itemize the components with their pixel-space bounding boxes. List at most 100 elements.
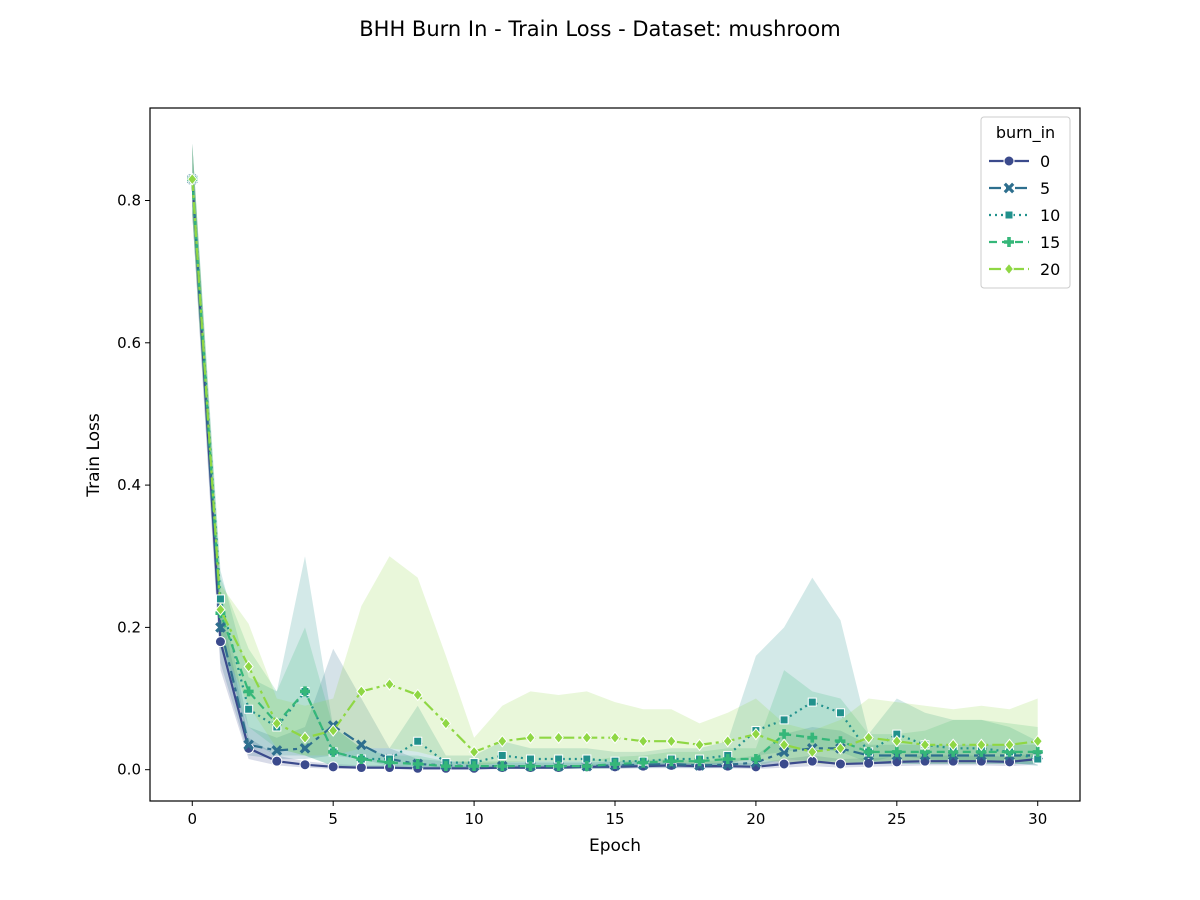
- point-series-15-x25: [891, 746, 902, 757]
- point-series-10-x22: [807, 697, 817, 707]
- point-series-20-x29: [1004, 738, 1015, 752]
- point-series-20-x0: [187, 172, 198, 186]
- y-axis-label: Train Loss: [84, 413, 104, 498]
- point-series-20-x6: [356, 685, 367, 698]
- legend-label-series-10: 10: [1040, 206, 1060, 225]
- confidence-bands: [192, 143, 1038, 770]
- point-series-0-x23: [834, 758, 846, 770]
- legend: burn_in 0 5 10 15 20: [980, 116, 1071, 289]
- point-series-20-x15: [609, 731, 621, 744]
- point-series-0-x1: [214, 636, 226, 648]
- point-series-20-x23: [835, 742, 846, 755]
- point-series-15-x17: [666, 756, 677, 767]
- point-series-10-x8: [413, 736, 423, 746]
- legend-marker-series-15: [1004, 237, 1014, 247]
- point-series-5-x21: [778, 746, 790, 758]
- legend-marker-series-0: [1003, 155, 1015, 167]
- legend-box: [980, 116, 1071, 289]
- x-tick-label: 20: [746, 810, 765, 828]
- x-axis-label: Epoch: [589, 836, 641, 856]
- point-series-20-x22: [807, 745, 818, 759]
- point-series-15-x2: [243, 686, 254, 697]
- legend-marker-series-10: [1004, 210, 1014, 220]
- y-tick-label: 0.2: [117, 618, 141, 636]
- point-series-10-x11: [497, 750, 507, 760]
- point-series-20-x14: [581, 731, 592, 744]
- point-series-15-x21: [779, 729, 790, 740]
- point-series-10-x23: [835, 708, 845, 718]
- point-series-15-x19: [722, 754, 733, 765]
- point-series-20-x1: [215, 603, 226, 616]
- point-series-20-x3: [271, 717, 282, 730]
- point-series-20-x20: [750, 727, 762, 741]
- y-axis: 0.0 0.2 0.4 0.6 0.8: [117, 191, 150, 779]
- point-series-20-x21: [778, 738, 790, 752]
- chart-title: BHH Burn In - Train Loss - Dataset: mush…: [359, 17, 840, 41]
- x-tick-label: 25: [887, 810, 906, 828]
- point-series-15-x15: [610, 759, 620, 770]
- band-series-10: [192, 143, 1038, 768]
- point-series-15-x9: [440, 761, 451, 772]
- x-tick-label: 5: [328, 810, 338, 828]
- point-series-0-x5: [327, 761, 339, 773]
- point-series-20-x12: [525, 731, 536, 744]
- point-series-20-x4: [299, 731, 311, 744]
- point-series-20-x19: [722, 734, 733, 748]
- point-series-15-x20: [750, 754, 761, 765]
- point-series-5-x3: [271, 745, 283, 756]
- point-series-20-x30: [1032, 734, 1043, 748]
- x-tick-label: 10: [465, 810, 484, 828]
- point-series-15-x30: [1032, 746, 1043, 757]
- legend-marker-series-5: [1003, 182, 1015, 194]
- point-series-20-x25: [891, 734, 902, 748]
- point-series-20-x8: [412, 688, 423, 702]
- point-series-20-x24: [863, 731, 874, 744]
- point-series-20-x28: [976, 738, 987, 752]
- point-series-20-x2: [243, 660, 254, 673]
- point-series-20-x26: [919, 738, 931, 752]
- band-series-15: [192, 143, 1038, 770]
- point-series-15-x5: [328, 746, 339, 757]
- point-series-20-x13: [553, 731, 564, 744]
- point-series-0-x4: [299, 759, 311, 771]
- point-series-0-x3: [271, 755, 283, 767]
- x-tick-label: 30: [1028, 810, 1047, 828]
- point-series-20-x9: [440, 717, 452, 730]
- point-series-15-x13: [553, 761, 564, 772]
- y-tick-label: 0.6: [117, 334, 141, 352]
- point-series-15-x14: [581, 761, 592, 772]
- point-series-15-x10: [469, 761, 480, 772]
- legend-label-series-0: 0: [1040, 152, 1050, 171]
- y-tick-label: 0.8: [117, 191, 141, 209]
- point-series-0-x6: [355, 762, 367, 774]
- point-series-15-x6: [356, 754, 367, 765]
- point-series-10-x21: [779, 715, 789, 725]
- point-series-15-x8: [412, 759, 423, 770]
- point-series-20-x5: [328, 724, 339, 737]
- point-series-5-x19: [722, 759, 734, 771]
- point-series-0-x24: [863, 757, 875, 769]
- point-series-20-x18: [694, 738, 705, 752]
- legend-label-series-15: 15: [1040, 233, 1060, 252]
- point-series-0-x21: [778, 758, 790, 770]
- y-tick-label: 0.4: [117, 476, 141, 494]
- y-tick-label: 0.0: [117, 761, 141, 779]
- point-series-5-x2: [243, 739, 254, 751]
- series-markers: [186, 172, 1044, 774]
- point-series-15-x11: [497, 761, 508, 772]
- point-series-20-x17: [666, 734, 677, 748]
- point-series-5-x6: [356, 739, 367, 751]
- legend-label-series-5: 5: [1040, 179, 1050, 198]
- point-series-15-x12: [525, 761, 536, 772]
- x-tick-label: 15: [605, 810, 624, 828]
- point-series-20-x7: [384, 678, 395, 691]
- point-series-15-x16: [638, 757, 649, 768]
- point-series-5-x1: [215, 622, 226, 633]
- legend-title: burn_in: [996, 123, 1055, 143]
- point-series-10-x2: [244, 704, 254, 714]
- x-axis: 0 5 10 15 20 25 30: [187, 801, 1047, 828]
- point-series-15-x24: [863, 746, 874, 757]
- point-series-5-x4: [299, 743, 311, 754]
- legend-marker-series-20: [1003, 262, 1015, 276]
